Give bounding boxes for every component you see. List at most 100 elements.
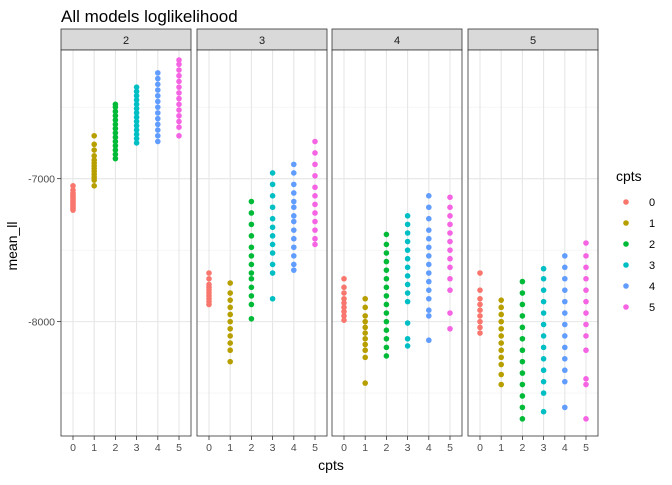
data-point: [426, 261, 432, 268]
data-point: [447, 230, 453, 236]
legend-key: [623, 241, 629, 247]
data-point: [112, 125, 119, 132]
data-point: [112, 104, 119, 110]
data-point: [176, 90, 182, 96]
data-point: [227, 304, 233, 311]
chart-title: All models loglikelihood: [61, 7, 238, 26]
y-axis-label: mean_ll: [4, 221, 20, 270]
data-point: [291, 198, 297, 205]
data-point: [519, 278, 526, 285]
data-point: [227, 290, 233, 296]
data-point: [426, 235, 432, 242]
data-point: [227, 297, 233, 303]
data-point: [426, 313, 432, 319]
data-point: [206, 275, 212, 282]
data-point: [133, 88, 140, 95]
data-point: [426, 193, 432, 199]
data-point: [477, 313, 483, 319]
x-tick-label: 3: [270, 442, 276, 454]
data-point: [133, 140, 140, 146]
data-point: [583, 381, 589, 388]
data-point: [383, 231, 390, 238]
legend-key: [623, 199, 629, 205]
data-point: [426, 270, 432, 276]
data-point: [447, 204, 453, 211]
data-point: [426, 253, 432, 259]
legend-key: [623, 304, 629, 310]
data-point: [155, 115, 161, 122]
data-point: [91, 141, 97, 148]
data-point: [248, 244, 255, 251]
data-point: [133, 92, 140, 99]
data-point: [426, 215, 432, 222]
data-point: [583, 376, 589, 382]
data-point: [248, 233, 255, 239]
data-point: [133, 105, 140, 112]
x-tick-label: 2: [519, 442, 525, 454]
data-point: [312, 193, 318, 199]
data-point: [519, 404, 526, 411]
data-point: [383, 267, 390, 273]
legend-entry-label: 5: [649, 302, 655, 314]
data-point: [176, 72, 182, 79]
x-tick-label: 3: [541, 442, 547, 454]
data-point: [176, 67, 182, 73]
x-tick-label: 2: [383, 442, 389, 454]
data-point: [477, 307, 483, 313]
data-point: [362, 347, 369, 354]
data-point: [227, 347, 233, 354]
data-point: [176, 57, 182, 63]
data-point: [498, 371, 505, 378]
data-point: [583, 310, 589, 316]
data-point: [206, 301, 212, 308]
data-point: [477, 301, 483, 308]
data-point: [176, 118, 182, 125]
data-point: [176, 124, 182, 130]
x-tick-label: 5: [447, 442, 453, 454]
data-point: [404, 255, 411, 262]
data-point: [498, 354, 505, 361]
data-point: [291, 244, 297, 251]
data-point: [291, 267, 297, 273]
data-point: [498, 381, 505, 388]
data-point: [176, 101, 182, 108]
data-point: [447, 287, 453, 293]
x-tick-label: 5: [176, 442, 182, 454]
x-tick-label: 4: [426, 442, 432, 454]
data-point: [540, 390, 547, 396]
data-point: [248, 284, 255, 291]
data-point: [583, 240, 589, 246]
data-point: [269, 270, 276, 276]
data-point: [155, 138, 161, 145]
data-point: [362, 304, 369, 311]
facet-panels: 2 0 1 2 3 4 5 3 0 1 2 3 4 5 4 0 1 2 3 4 5 5 0 1 2 3 4 5 -7000 -8000: [28, 28, 599, 454]
data-point: [291, 261, 297, 268]
data-point: [519, 393, 526, 399]
data-point: [404, 290, 411, 296]
data-point: [447, 194, 453, 201]
data-point: [112, 138, 119, 145]
data-point: [498, 318, 505, 325]
data-point: [383, 344, 390, 351]
data-point: [91, 183, 97, 189]
data-point: [155, 70, 161, 76]
data-point: [248, 210, 255, 216]
data-point: [227, 333, 233, 339]
data-point: [562, 404, 568, 411]
data-point: [269, 170, 276, 176]
data-point: [291, 181, 297, 188]
data-point: [540, 298, 547, 305]
data-point: [341, 275, 347, 282]
data-point: [562, 356, 568, 362]
data-point: [227, 311, 233, 318]
data-point: [341, 304, 347, 311]
data-point: [498, 297, 505, 303]
x-tick-label: 0: [70, 442, 76, 454]
data-point: [383, 284, 390, 291]
data-point: [498, 304, 505, 311]
data-point: [519, 290, 526, 296]
facet-panel-5: 5 0 1 2 3 4 5: [467, 28, 599, 454]
data-point: [362, 341, 369, 348]
